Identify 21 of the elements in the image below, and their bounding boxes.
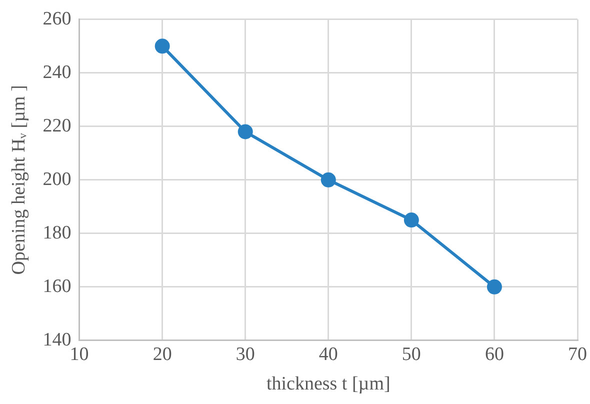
y-tick-label: 260 [42, 8, 72, 30]
x-axis-title: thickness t [µm] [266, 374, 390, 395]
point [320, 172, 336, 188]
point [154, 38, 170, 54]
x-tick-label: 40 [318, 344, 338, 365]
y-tick-label: 200 [42, 168, 72, 190]
y-axis-title: Opening height Hᵥ [µm ] [8, 85, 30, 275]
x-tick-label: 30 [236, 344, 255, 365]
point [404, 212, 419, 228]
point [486, 279, 502, 294]
y-tick-label: 140 [42, 329, 72, 350]
y-tick-label: 240 [42, 62, 72, 83]
y-tick-label: 220 [42, 115, 72, 136]
y-tick-label: 160 [42, 276, 72, 297]
x-tick-label: 20 [152, 344, 172, 365]
x-tick-label: 70 [568, 344, 587, 365]
y-tick-label: 180 [42, 222, 72, 244]
x-tick-label: 50 [402, 344, 421, 365]
point [238, 124, 253, 140]
x-tick-label: 60 [484, 344, 504, 365]
x-tick-label: 10 [70, 344, 89, 365]
